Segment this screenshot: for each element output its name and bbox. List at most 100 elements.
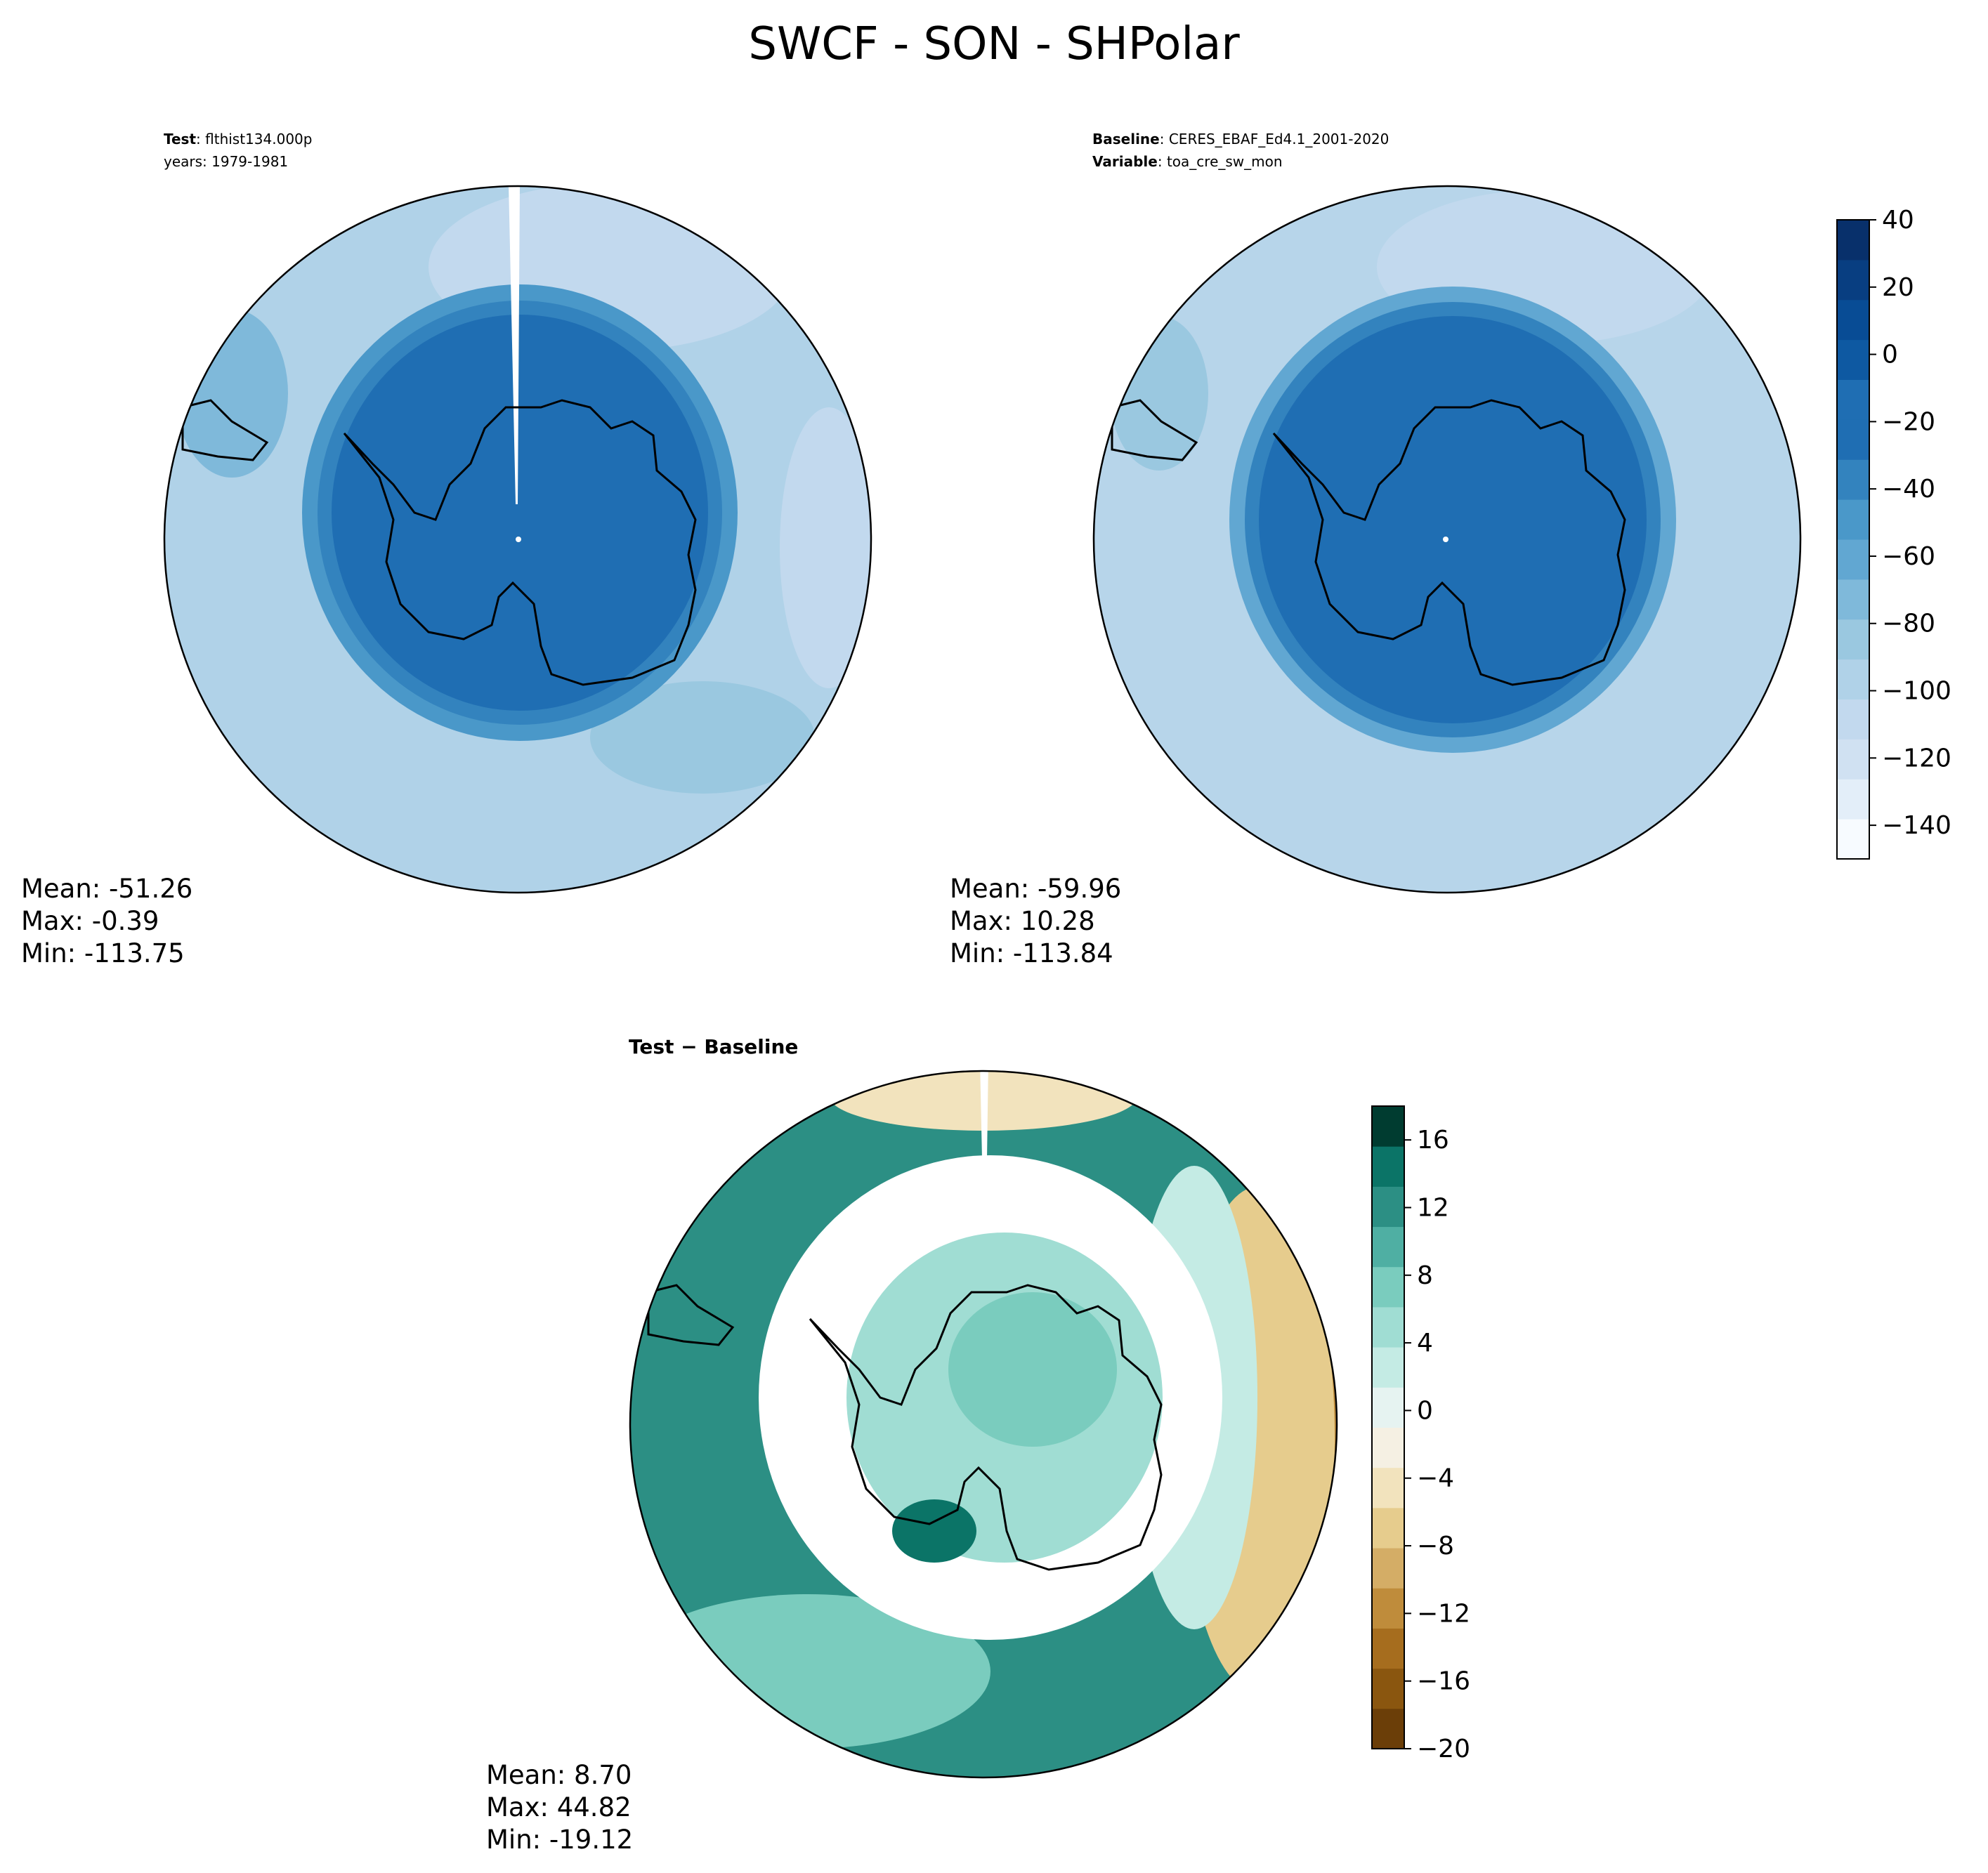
diff-colorbar-tick-label: −20 <box>1417 1735 1470 1763</box>
diff-colorbar-band <box>1372 1588 1404 1629</box>
diff-colorbar-tick-label: 12 <box>1417 1193 1449 1222</box>
diff-colorbar-band <box>1372 1427 1404 1468</box>
swcf-colorbar-band <box>1837 259 1869 301</box>
diff-colorbar-band <box>1372 1266 1404 1308</box>
swcf-colorbar-tick-label: −40 <box>1882 475 1935 504</box>
swcf-colorbar-frame <box>1836 219 1870 860</box>
swcf-colorbar-band <box>1837 819 1869 860</box>
diff-colorbar-band <box>1372 1387 1404 1428</box>
swcf-colorbar-tick-label: 20 <box>1882 273 1914 302</box>
test-header-line-1: Test: flthist134.000p <box>164 131 312 147</box>
test-polar-cap <box>332 315 708 711</box>
diff-min: Min: -19.12 <box>486 1825 633 1855</box>
diff-colorbar-tick-label: −8 <box>1417 1532 1454 1560</box>
test-missing-wedge <box>509 186 520 504</box>
swcf-colorbar-tick-label: −80 <box>1882 610 1935 638</box>
diff-missing-wedge <box>980 1071 988 1159</box>
swcf-colorbar-band <box>1837 579 1869 620</box>
test-label: Test <box>164 131 196 147</box>
baseline-antarctica-coastline <box>1272 399 1626 686</box>
baseline-dataset-name: CERES_EBAF_Ed4.1_2001-2020 <box>1169 131 1389 147</box>
test-mean: Mean: -51.26 <box>21 874 192 904</box>
swcf-colorbar-tick-label: −20 <box>1882 407 1935 436</box>
baseline-header-line-2: Variable: toa_cre_sw_mon <box>1092 153 1283 170</box>
diff-colorbar-band <box>1372 1467 1404 1509</box>
diff-colorbar-band <box>1372 1548 1404 1589</box>
baseline-header-sep: : <box>1160 131 1169 147</box>
test-case-name: flthist134.000p <box>205 131 312 147</box>
diff-colorbar-tick-label: 0 <box>1417 1396 1433 1425</box>
diff-south-america-coast <box>647 1284 735 1346</box>
diff-colorbar-tick-label: −16 <box>1417 1667 1470 1696</box>
swcf-colorbar-band <box>1837 339 1869 380</box>
baseline-south-america-coast <box>1111 399 1198 461</box>
diff-title: Test − Baseline <box>629 1035 798 1058</box>
test-panel: Test: flthist134.000p years: 1979-1981 M… <box>21 131 872 968</box>
baseline-map-boundary <box>1092 185 1802 894</box>
test-south-america-coast <box>181 399 269 461</box>
swcf-colorbar-band <box>1837 539 1869 580</box>
test-pole-marker <box>516 537 521 542</box>
swcf-colorbar-band <box>1837 459 1869 500</box>
swcf-colorbar-tick-label: 0 <box>1882 341 1898 369</box>
test-min: Min: -113.75 <box>21 938 185 968</box>
baseline-min: Min: -113.84 <box>950 938 1113 968</box>
variable-sep: : <box>1158 153 1167 170</box>
swcf-colorbar-band <box>1837 499 1869 540</box>
diff-continent-patch <box>948 1292 1117 1447</box>
diff-colorbar-tick-label: 16 <box>1417 1126 1449 1155</box>
baseline-panel: Baseline: CERES_EBAF_Ed4.1_2001-2020 Var… <box>950 131 1951 968</box>
swcf-colorbar-band <box>1837 220 1869 261</box>
baseline-polar-cap <box>1259 316 1647 723</box>
test-max: Max: -0.39 <box>21 906 159 936</box>
baseline-header-line-1: Baseline: CERES_EBAF_Ed4.1_2001-2020 <box>1092 131 1389 147</box>
diff-colorbar-tick-label: 8 <box>1417 1261 1433 1290</box>
swcf-colorbar-band <box>1837 379 1869 420</box>
diff-ross-patch <box>892 1499 976 1563</box>
test-map-boundary <box>163 185 872 894</box>
diff-colorbar-band <box>1372 1628 1404 1669</box>
swcf-colorbar-band <box>1837 419 1869 460</box>
diff-colorbar-band <box>1372 1507 1404 1549</box>
swcf-colorbar-tick-label: −120 <box>1882 744 1951 773</box>
test-years: years: 1979-1981 <box>164 153 288 170</box>
diff-colorbar-band <box>1372 1306 1404 1348</box>
diff-antarctica-coastline <box>809 1284 1163 1571</box>
diff-colorbar-band <box>1372 1146 1404 1187</box>
diff-colorbar-tick-label: 4 <box>1417 1329 1433 1358</box>
swcf-colorbar-band <box>1837 739 1869 780</box>
diff-colorbar-band <box>1372 1708 1404 1749</box>
diff-colorbar-tick-label: −12 <box>1417 1599 1470 1628</box>
baseline-mean: Mean: -59.96 <box>950 874 1121 904</box>
baseline-pole-marker <box>1443 537 1449 542</box>
variable-label: Variable <box>1092 153 1158 170</box>
diff-map <box>630 1071 1337 1777</box>
swcf-colorbar-band <box>1837 779 1869 820</box>
test-mid-patch <box>590 681 815 794</box>
test-antarctica-coastline <box>343 399 697 686</box>
diff-colorbar-band <box>1372 1347 1404 1388</box>
diff-mean: Mean: 8.70 <box>486 1760 632 1790</box>
variable-name: toa_cre_sw_mon <box>1167 153 1283 170</box>
swcf-colorbar: 40 20 0 −20 −40 −60 −80 −100 −120 −140 <box>1836 206 1951 860</box>
diff-max: Max: 44.82 <box>486 1792 632 1822</box>
diff-colorbar-band <box>1372 1668 1404 1709</box>
swcf-colorbar-tick-label: −100 <box>1882 677 1951 706</box>
swcf-colorbar-band <box>1837 699 1869 740</box>
test-map <box>164 186 871 893</box>
diff-colorbar-tick-label: −4 <box>1417 1464 1454 1493</box>
swcf-colorbar-band <box>1837 299 1869 341</box>
test-header-sep: : <box>196 131 205 147</box>
diff-panel: Test − Baseline Mean: 8.70 Max: 44.82 Mi… <box>486 1035 1470 1855</box>
diff-colorbar-frame <box>1371 1105 1405 1749</box>
baseline-max: Max: 10.28 <box>950 906 1095 936</box>
baseline-label: Baseline <box>1092 131 1160 147</box>
test-light-patch-east <box>780 407 871 688</box>
diff-map-boundary <box>629 1070 1338 1779</box>
swcf-colorbar-band <box>1837 619 1869 660</box>
swcf-colorbar-tick-label: −140 <box>1882 811 1951 840</box>
diff-colorbar-band <box>1372 1106 1404 1147</box>
diff-colorbar-band <box>1372 1226 1404 1268</box>
swcf-colorbar-tick-label: −60 <box>1882 542 1935 571</box>
diff-colorbar: 16 12 8 4 0 −4 −8 −12 −16 −20 <box>1371 1105 1470 1763</box>
